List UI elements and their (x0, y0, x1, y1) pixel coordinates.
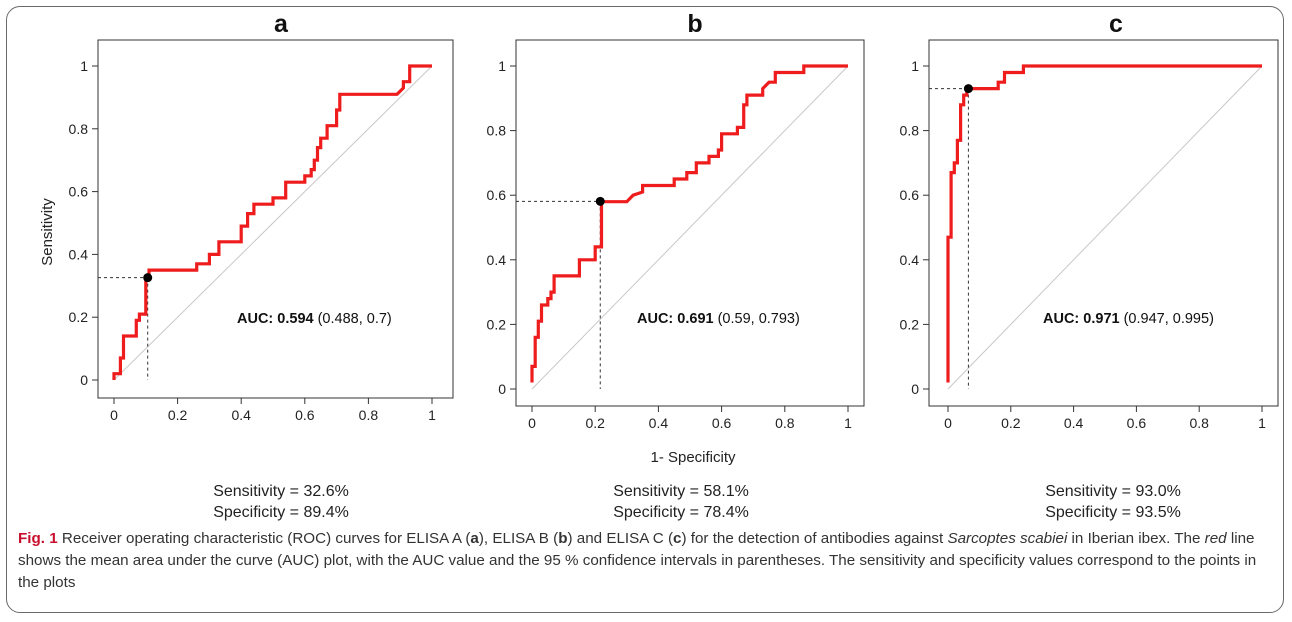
y-tick-label: 0.2 (487, 316, 507, 332)
specificity-text: Specificity = 93.5% (1045, 504, 1181, 521)
plot-frame (515, 39, 865, 407)
caption-panel-c: c (673, 530, 682, 547)
plot-frame (928, 39, 1279, 407)
chance-diagonal (113, 65, 433, 381)
x-tick-label: 0.6 (1127, 415, 1147, 431)
roc-panel-c: c 0 0 0.2 0.2 0.4 0.4 0.6 0.6 0.8 0.8 1 1 AUC: 0.971 … (900, 10, 1279, 521)
x-tick-label: 0.2 (585, 415, 605, 431)
y-tick-label: 0.2 (69, 309, 89, 325)
x-tick-label: 0.8 (359, 407, 379, 423)
y-tick-label: 0.8 (900, 123, 920, 139)
auc-label: AUC: (1043, 311, 1083, 327)
roc-curve (530, 64, 848, 383)
x-tick-label: 0 (110, 407, 118, 423)
x-tick-label: 0 (528, 415, 536, 431)
figure-caption: Fig. 1 Receiver operating characteristic… (18, 528, 1273, 594)
sensitivity-text: Sensitivity = 32.6% (213, 483, 349, 500)
operating-point (963, 84, 973, 94)
y-tick-label: 0.8 (69, 121, 89, 137)
operating-point (143, 273, 153, 283)
caption-text: line shows the mean area under the curve… (18, 530, 1257, 591)
auc-ci: (0.947, 0.995) (1120, 311, 1214, 327)
roc-panel-a: a 0 0 0.2 0.2 0.4 0.4 0.6 0.6 0.8 0.8 1 1 AUC: 0.594 … (69, 10, 454, 521)
roc-panel-b: b 0 0 0.2 0.2 0.4 0.4 0.6 0.6 0.8 0.8 1 1 AUC: 0.691 … (487, 10, 865, 521)
x-tick-label: 0.4 (649, 415, 669, 431)
specificity-text: Specificity = 78.4% (613, 504, 749, 521)
caption-panel-b: b (558, 530, 568, 547)
caption-red-word: red (1204, 530, 1227, 547)
y-tick-label: 0.4 (900, 252, 920, 268)
x-tick-label: 1 (1258, 415, 1266, 431)
y-tick-label: 0.8 (487, 123, 507, 139)
auc-annotation: AUC: 0.691 (0.59, 0.793) (637, 311, 800, 327)
chance-diagonal (947, 65, 1263, 390)
x-tick-label: 0.6 (295, 407, 315, 423)
auc-label: AUC: (237, 311, 277, 327)
y-tick-label: 0 (80, 372, 88, 388)
caption-text: in Iberian ibex. The (1067, 530, 1205, 547)
x-tick-label: 0.4 (231, 407, 251, 423)
y-tick-label: 0 (911, 381, 919, 397)
x-tick-label: 0.2 (1001, 415, 1021, 431)
caption-text: ) and ELISA C ( (567, 530, 674, 547)
caption-fig-label: Fig. 1 (18, 530, 58, 547)
chance-diagonal (531, 65, 849, 390)
x-tick-label: 0.4 (1064, 415, 1084, 431)
plot-frame (97, 39, 454, 399)
x-tick-label: 0 (944, 415, 952, 431)
panel-letter-a: a (274, 10, 289, 38)
auc-value: 0.594 (277, 311, 313, 327)
x-tick-label: 0.8 (775, 415, 795, 431)
sensitivity-text: Sensitivity = 93.0% (1045, 483, 1181, 500)
specificity-text: Specificity = 89.4% (213, 504, 349, 521)
auc-annotation: AUC: 0.971 (0.947, 0.995) (1043, 311, 1214, 327)
y-tick-label: 0.6 (487, 187, 507, 203)
y-tick-label: 0.6 (900, 187, 920, 203)
x-tick-label: 0.8 (1189, 415, 1209, 431)
y-tick-label: 0 (498, 381, 506, 397)
roc-curve (112, 64, 432, 380)
y-tick-label: 0.2 (900, 316, 920, 332)
auc-annotation: AUC: 0.594 (0.488, 0.7) (237, 311, 392, 327)
sensitivity-text: Sensitivity = 58.1% (613, 483, 749, 500)
panel-letter-c: c (1109, 10, 1123, 38)
caption-text: ) for the detection of antibodies agains… (681, 530, 948, 547)
x-tick-label: 1 (844, 415, 852, 431)
auc-ci: (0.488, 0.7) (314, 311, 392, 327)
y-tick-label: 1 (498, 58, 506, 74)
x-tick-label: 1 (428, 407, 436, 423)
y-tick-label: 0.4 (487, 252, 507, 268)
y-axis-title: Sensitivity (39, 198, 56, 266)
x-axis-title: 1- Specificity (650, 449, 736, 466)
caption-panel-a: a (470, 530, 479, 547)
y-tick-label: 1 (80, 58, 88, 74)
auc-ci: (0.59, 0.793) (714, 311, 800, 327)
figure-frame (6, 6, 1284, 613)
auc-label: AUC: (637, 311, 677, 327)
y-tick-label: 0.6 (69, 184, 89, 200)
caption-text: ), ELISA B ( (478, 530, 559, 547)
auc-value: 0.691 (677, 311, 713, 327)
auc-value: 0.971 (1083, 311, 1119, 327)
y-tick-label: 0.4 (69, 246, 89, 262)
roc-curve (946, 64, 1262, 383)
y-tick-label: 1 (911, 58, 919, 74)
x-tick-label: 0.2 (168, 407, 188, 423)
x-tick-label: 0.6 (712, 415, 732, 431)
panel-letter-b: b (687, 10, 702, 38)
caption-species: Sarcoptes scabiei (947, 530, 1068, 547)
caption-text: Receiver operating characteristic (ROC) … (57, 530, 471, 547)
operating-point (595, 196, 605, 206)
